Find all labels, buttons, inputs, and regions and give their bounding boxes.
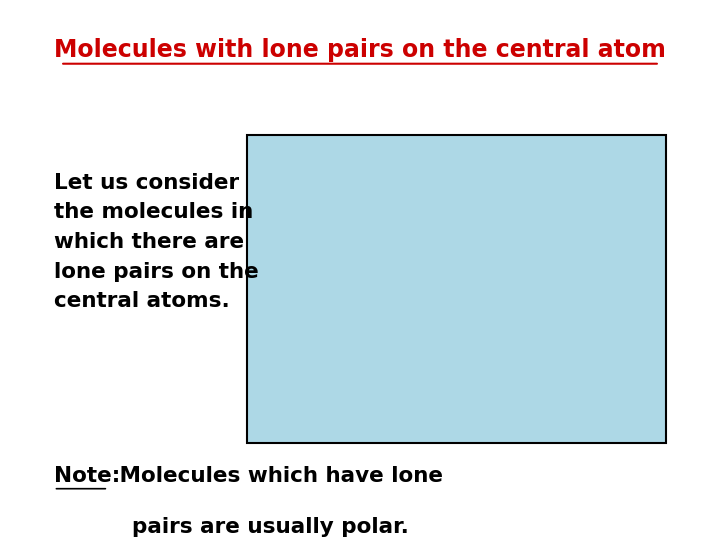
Text: Let us consider
the molecules in
which there are
lone pairs on the
central atoms: Let us consider the molecules in which t… [53, 173, 258, 311]
Text: Molecules which have lone: Molecules which have lone [112, 466, 444, 486]
Text: Note:: Note: [53, 466, 120, 486]
Text: Molecules with lone pairs on the central atom: Molecules with lone pairs on the central… [54, 38, 666, 62]
FancyBboxPatch shape [247, 135, 667, 443]
Text: pairs are usually polar.: pairs are usually polar. [132, 517, 409, 537]
